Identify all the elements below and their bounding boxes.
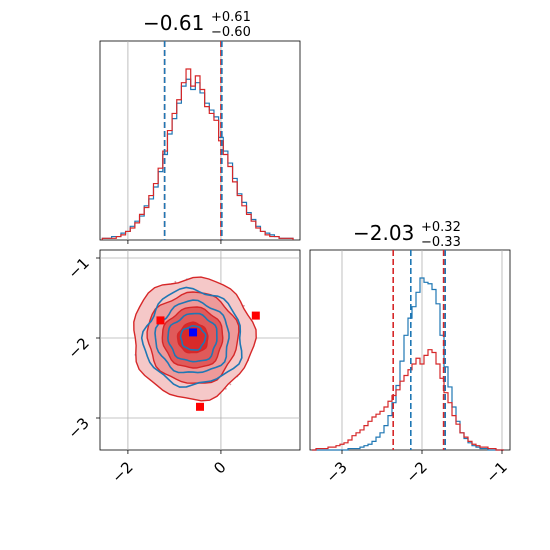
marker-square — [156, 316, 165, 325]
x-tick-label: −1 — [482, 458, 510, 486]
top-histogram-ticks — [127, 240, 222, 244]
scatter-point — [174, 280, 177, 283]
y-tick-label: −2 — [64, 334, 92, 362]
marker-square — [251, 311, 260, 320]
joint-contour-levels — [133, 276, 257, 402]
right-histogram-title-upper: +0.32 — [421, 220, 461, 235]
x-tick-label: −2 — [108, 458, 136, 486]
contour-line — [167, 312, 218, 363]
right-histogram-series — [312, 277, 504, 451]
contour-line — [179, 324, 207, 351]
contour-line — [140, 286, 243, 388]
top-histogram-series — [101, 68, 294, 240]
histogram-step — [312, 349, 504, 451]
histogram-step — [101, 68, 294, 240]
y-tick-label: −3 — [64, 414, 92, 442]
x-tick-label: −2 — [402, 458, 430, 486]
top-histogram-frame — [99, 40, 301, 241]
contour-line — [154, 299, 230, 374]
marker-square — [189, 328, 198, 337]
marker-square — [196, 402, 204, 411]
joint-contour-panel: −2 0 −1 −2 −3 — [64, 249, 301, 486]
right-histogram-grid — [341, 250, 503, 450]
x-tick-label: −3 — [322, 458, 350, 486]
top-histogram-quantile-lines — [163, 41, 223, 240]
right-histogram-ticks: −3 −2 −1 — [322, 450, 511, 486]
top-histogram-panel: −0.61 +0.61 −0.60 — [99, 10, 301, 244]
x-tick-label: 0 — [210, 458, 229, 477]
right-histogram-quantile-lines — [392, 250, 447, 450]
joint-contour-markers — [156, 311, 260, 411]
scatter-point — [229, 383, 232, 386]
right-histogram-panel: −3 −2 −1 −2.03 +0.32 −0.33 — [309, 220, 511, 486]
y-tick-label: −1 — [64, 254, 92, 282]
top-histogram-title-upper: +0.61 — [211, 10, 251, 25]
top-histogram-title-value: −0.61 — [143, 11, 204, 35]
top-histogram-title-lower: −0.60 — [211, 25, 251, 40]
right-histogram-title-lower: −0.33 — [421, 235, 461, 250]
histogram-step — [101, 78, 294, 240]
contour-filled — [176, 321, 209, 354]
right-histogram-title-value: −2.03 — [353, 221, 414, 245]
